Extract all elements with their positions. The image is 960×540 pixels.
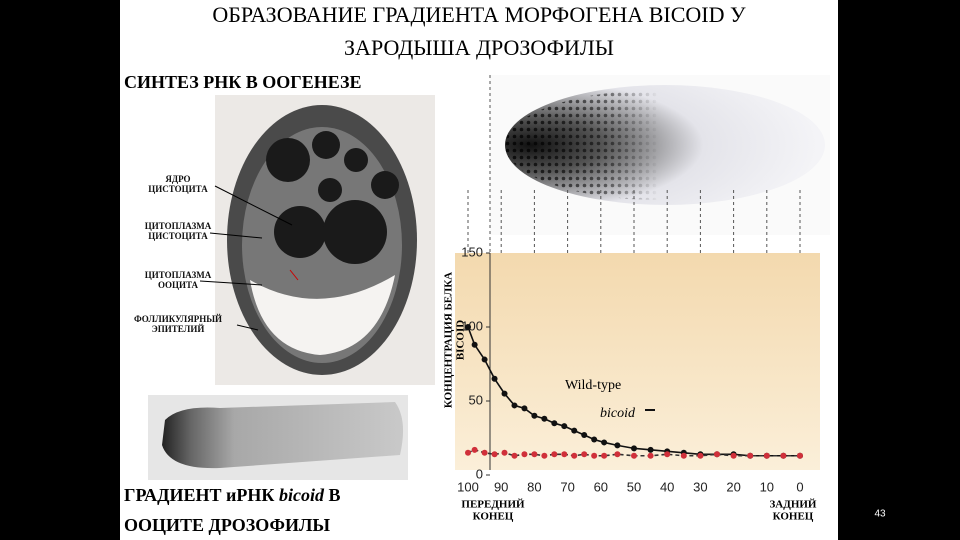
x-tick-label: 10 <box>760 479 774 494</box>
x-tick-label: 80 <box>527 479 541 494</box>
data-point <box>797 452 803 459</box>
caption-part: ГРАДИЕНТ иРНК <box>124 485 279 505</box>
x-end-label: КОНЕЦ <box>473 511 514 523</box>
x-end-label: ЗАДНИЙ <box>770 499 817 511</box>
data-point <box>491 451 498 458</box>
data-point <box>541 452 548 459</box>
micrograph-label: ЭПИТЕЛИЙ <box>152 324 205 334</box>
data-point <box>531 451 538 458</box>
embryo-image <box>490 75 830 235</box>
data-point <box>521 451 528 458</box>
data-point <box>697 452 704 459</box>
data-point <box>571 452 578 459</box>
x-tick-label: 30 <box>693 479 707 494</box>
data-point <box>601 452 608 459</box>
data-point <box>647 446 654 453</box>
y-tick-label: 150 <box>461 244 483 259</box>
data-point <box>561 423 568 430</box>
data-point <box>465 449 471 456</box>
data-point <box>465 324 471 330</box>
left-heading: СИНТЕЗ РНК В ООГЕНЕЗЕ <box>124 72 361 92</box>
x-tick-label: 20 <box>726 479 740 494</box>
data-point <box>481 449 488 456</box>
data-point <box>591 436 598 443</box>
x-end-label: КОНЕЦ <box>773 511 814 523</box>
micrograph-label: ООЦИТА <box>158 280 199 290</box>
series-label: bicoid <box>600 406 636 421</box>
data-point <box>541 415 548 422</box>
x-tick-label: 90 <box>494 479 508 494</box>
data-point <box>521 405 528 412</box>
data-point <box>531 412 538 419</box>
data-point <box>581 451 588 458</box>
series-label: Wild-type <box>565 378 621 393</box>
caption-part: bicoid <box>279 485 325 505</box>
x-end-label: ПЕРЕДНИЙ <box>461 499 525 511</box>
micrograph-label: ЯДРО <box>165 174 190 184</box>
title-line: ЗАРОДЫША ДРОЗОФИЛЫ <box>344 35 614 60</box>
micrograph-label: ЦИТОПЛАЗМА <box>145 270 212 280</box>
data-point <box>561 451 568 458</box>
data-point <box>647 452 654 459</box>
data-point <box>730 452 737 459</box>
data-point <box>763 452 770 459</box>
data-point <box>471 446 478 453</box>
data-point <box>581 432 588 439</box>
micrograph-label: ЦИТОПЛАЗМА <box>145 221 212 231</box>
data-point <box>511 402 518 409</box>
caption: ООЦИТЕ ДРОЗОФИЛЫ <box>124 515 330 535</box>
caption-part: В <box>324 485 341 505</box>
data-point <box>614 442 621 449</box>
micrograph-label: ФОЛЛИКУЛЯРНЫЙ <box>134 314 222 324</box>
data-point <box>591 452 598 459</box>
x-tick-label: 40 <box>660 479 674 494</box>
data-point <box>631 452 637 459</box>
micrograph-label: ЦИСТОЦИТА <box>148 184 208 194</box>
data-point <box>551 420 558 427</box>
caption: ГРАДИЕНТ иРНК bicoid В <box>124 485 340 505</box>
oocyte-image <box>148 395 408 480</box>
data-point <box>714 451 720 458</box>
page-number: 43 <box>874 509 886 520</box>
x-tick-label: 50 <box>627 479 641 494</box>
data-point <box>614 451 621 458</box>
data-point <box>551 451 558 458</box>
micrograph <box>199 95 435 385</box>
data-point <box>501 390 508 397</box>
micrograph-label: ЦИСТОЦИТА <box>148 231 208 241</box>
plot-background <box>455 253 820 470</box>
data-point <box>631 445 637 452</box>
data-point <box>491 375 498 382</box>
title-line: ОБРАЗОВАНИЕ ГРАДИЕНТА МОРФОГЕНА BICOID У <box>212 2 746 27</box>
y-tick-label: 50 <box>469 392 483 407</box>
y-tick-label: 0 <box>476 466 483 481</box>
title: ОБРАЗОВАНИЕ ГРАДИЕНТА МОРФОГЕНА BICOID У… <box>212 2 746 60</box>
data-point <box>481 356 488 363</box>
data-point <box>501 449 508 456</box>
y-axis-label: BICOID <box>455 320 467 360</box>
data-point <box>747 452 754 459</box>
data-point <box>601 439 608 446</box>
x-tick-label: 70 <box>560 479 574 494</box>
y-axis-label: КОНЦЕНТРАЦИЯ БЕЛКА <box>443 272 455 408</box>
x-tick-label: 0 <box>796 479 803 494</box>
data-point <box>780 452 787 459</box>
data-point <box>571 427 578 434</box>
x-tick-label: 100 <box>457 479 479 494</box>
data-point <box>471 341 478 348</box>
data-point <box>664 451 671 458</box>
x-tick-label: 60 <box>594 479 608 494</box>
data-point <box>511 452 518 459</box>
data-point <box>680 452 687 459</box>
